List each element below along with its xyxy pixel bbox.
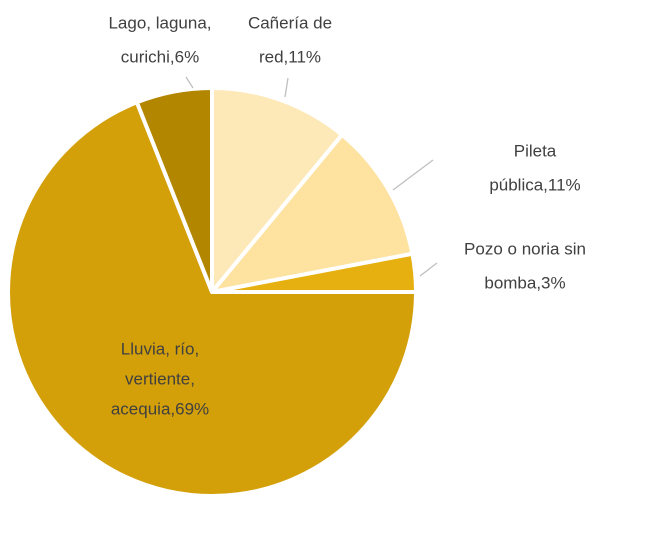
pie-slice: [134, 86, 214, 294]
data-label: pública,11%: [489, 175, 580, 194]
pie-slice: [210, 86, 345, 294]
data-label: acequia,69%: [111, 399, 209, 418]
leader-line: [419, 262, 438, 277]
data-label: red,11%: [259, 47, 321, 66]
data-label: curichi,6%: [121, 47, 199, 66]
pie-slice: [210, 132, 415, 294]
leader-line: [185, 76, 194, 89]
leader-line: [284, 77, 289, 98]
data-label: bomba,3%: [484, 273, 565, 292]
data-label: Pozo o noria sin: [464, 239, 586, 258]
data-label: Cañería de: [248, 13, 332, 32]
pie-slice: [6, 100, 418, 498]
data-label: Lluvia, río,: [121, 339, 199, 358]
leader-line: [392, 159, 434, 191]
data-label: Pileta: [514, 141, 557, 160]
data-label: Lago, laguna,: [108, 13, 211, 32]
data-label: vertiente,: [125, 369, 195, 388]
